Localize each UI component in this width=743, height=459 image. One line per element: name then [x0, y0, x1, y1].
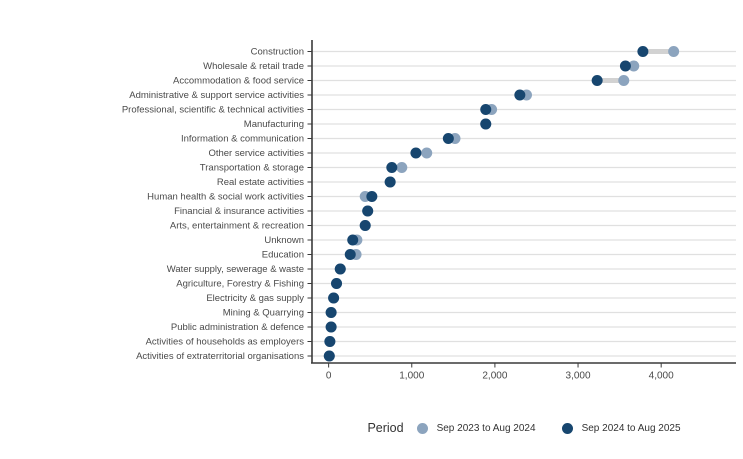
data-point-sep2024-aug2025 [637, 46, 649, 57]
data-point-sep2024-aug2025 [323, 350, 335, 362]
data-point-sep2024-aug2025 [359, 220, 371, 231]
x-axis-tick-label: 0 [326, 371, 332, 382]
legend-item-sep2024-aug2025: Sep 2024 to Aug 2025 [561, 422, 681, 434]
data-point-sep2024-aug2025 [386, 162, 398, 173]
data-point-sep2024-aug2025 [384, 176, 396, 188]
x-axis-tick-label: 3,000 [566, 371, 591, 382]
category-label: Real estate activities [217, 177, 304, 188]
legend-item-sep2023-aug2024: Sep 2023 to Aug 2024 [416, 422, 536, 434]
data-point-sep2024-aug2025 [334, 263, 346, 275]
category-label: Human health & social work activities [147, 192, 304, 203]
category-label: Financial & insurance activities [174, 206, 304, 217]
data-point-sep2024-aug2025 [324, 336, 336, 347]
category-label: Water supply, sewerage & waste [167, 264, 304, 275]
data-point-sep2024-aug2025 [362, 205, 374, 217]
category-label: Accommodation & food service [173, 76, 304, 87]
legend-swatch-2025-icon [561, 422, 573, 434]
category-label: Transportation & storage [200, 163, 304, 174]
data-point-sep2024-aug2025 [619, 60, 631, 72]
category-label: Other service activities [208, 148, 304, 159]
legend-label-sep2023-aug2024: Sep 2023 to Aug 2024 [436, 422, 536, 434]
category-label: Information & communication [181, 134, 304, 145]
category-label: Administrative & support service activit… [129, 90, 304, 101]
x-axis-tick-label: 4,000 [649, 371, 674, 382]
category-label: Professional, scientific & technical act… [122, 105, 304, 116]
category-label: Wholesale & retail trade [203, 61, 304, 72]
data-point-sep2023-aug2024 [618, 75, 630, 86]
data-point-sep2024-aug2025 [442, 133, 454, 144]
data-point-sep2024-aug2025 [347, 234, 359, 246]
category-label: Mining & Quarrying [223, 308, 304, 319]
data-point-sep2024-aug2025 [344, 249, 356, 260]
category-label: Construction [251, 47, 304, 58]
data-point-sep2024-aug2025 [331, 278, 343, 289]
data-point-sep2024-aug2025 [325, 307, 337, 318]
legend-label-sep2024-aug2025: Sep 2024 to Aug 2025 [581, 422, 681, 434]
data-point-sep2024-aug2025 [514, 89, 526, 101]
category-label: Public administration & defence [171, 322, 304, 333]
category-label: Activities of households as employers [146, 337, 305, 348]
category-label: Electricity & gas supply [206, 293, 304, 304]
legend-swatch-2024-icon [416, 422, 428, 434]
data-point-sep2023-aug2024 [628, 60, 640, 72]
legend-title: Period [367, 421, 404, 435]
data-point-sep2024-aug2025 [480, 104, 492, 115]
data-point-sep2024-aug2025 [591, 75, 603, 86]
data-point-sep2024-aug2025 [480, 118, 492, 130]
data-point-sep2024-aug2025 [366, 191, 378, 202]
chart-legend: Period Sep 2023 to Aug 2024 Sep 2024 to … [312, 418, 736, 438]
data-point-sep2024-aug2025 [410, 147, 422, 159]
x-axis-tick-label: 2,000 [482, 371, 507, 382]
x-axis-tick-label: 1,000 [399, 371, 424, 382]
data-point-sep2023-aug2024 [668, 46, 680, 57]
data-point-sep2024-aug2025 [328, 292, 340, 304]
category-label: Manufacturing [244, 119, 304, 130]
category-label: Education [262, 250, 304, 261]
data-point-sep2024-aug2025 [325, 321, 337, 333]
category-label: Arts, entertainment & recreation [170, 221, 304, 232]
category-label: Agriculture, Forestry & Fishing [176, 279, 304, 290]
data-point-sep2023-aug2024 [421, 147, 433, 159]
data-point-sep2023-aug2024 [396, 162, 408, 173]
category-label: Unknown [264, 235, 304, 246]
category-label: Activities of extraterritorial organisat… [136, 351, 304, 362]
